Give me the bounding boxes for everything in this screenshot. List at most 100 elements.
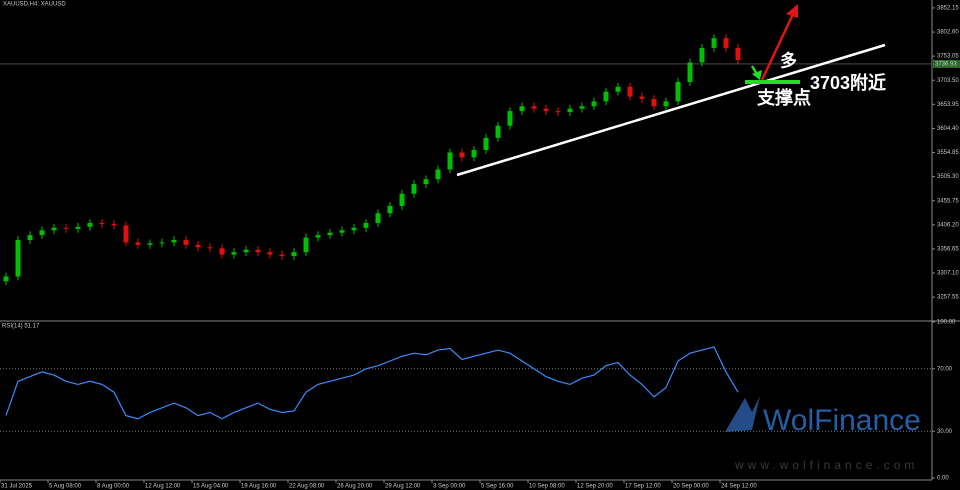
candle-body [63,227,69,229]
candle-body [603,91,609,102]
candle-body [99,222,105,224]
y-tick-label: 3257.55 [937,295,959,301]
candle-body [3,276,9,282]
candle-body [687,62,693,82]
candle-body [399,193,405,206]
candle-body [195,244,201,248]
y-tick-label: 3505.30 [937,174,959,180]
candle-body [579,106,585,109]
candle-body [327,232,333,236]
y-tick-label: 0.00 [937,476,949,482]
candle-body [627,86,633,97]
watermark-logo [725,396,760,432]
candle-body [147,243,153,245]
x-tick-label: 5 Aug 08:00 [49,484,82,490]
candle-body [171,240,177,243]
trend-line [456,43,886,177]
candle-body [27,235,33,240]
candle-body [111,223,117,226]
candle-body [411,184,417,194]
candle-body [543,108,549,112]
candle-body [339,230,345,233]
y-tick-label: 100.00 [937,320,956,326]
y-tick-label: 3307.10 [937,271,959,277]
x-tick-label: 3 Sep 00:00 [433,484,466,490]
watermark-url: www.wolfinance.com [734,458,918,472]
x-tick-label: 17 Sep 12:00 [625,484,661,490]
rsi-line [5,346,739,420]
y-tick-label: 3653.95 [937,102,959,108]
candle-body [459,152,465,158]
x-tick-label: 10 Sep 08:00 [529,484,565,490]
y-tick-label: 30.00 [937,429,953,435]
x-tick-label: 12 Sep 20:00 [577,484,613,490]
candle-body [183,240,189,245]
x-tick-label: 24 Sep 12:00 [721,484,757,490]
annotation-long: 多 [780,50,797,70]
candle-body [75,226,81,229]
candle-body [375,213,381,223]
y-tick-label: 3356.65 [937,247,959,253]
plot: 3852.15 3802.60 3753.05 3703.50 3653.95 3604.… [0,6,960,490]
candle-body [675,81,681,102]
candle-body [255,249,261,253]
rsi-title: RSI(14) 51.17 [2,324,40,330]
x-tick-label: 8 Aug 00:00 [97,484,130,490]
candle-body [291,252,297,257]
candle-body [267,252,273,255]
candle-body [351,227,357,231]
x-tick-label: 12 Aug 12:00 [145,484,181,490]
candle-body [231,252,237,255]
candle-body [663,101,669,107]
candle-body [363,222,369,228]
candle-body [651,98,657,107]
candle-body [435,169,441,180]
candle-body [303,237,309,253]
candle-body [735,47,741,61]
candle-body [135,242,141,245]
candle-body [495,125,501,138]
x-tick-label: 15 Aug 04:00 [193,484,229,490]
candle-body [591,101,597,107]
candle-body [699,47,705,63]
candle-body [159,242,165,244]
candle-body [507,111,513,126]
candle-body [387,205,393,214]
last-price-label: 3736.93 [935,62,957,68]
candle-body [447,152,453,170]
x-tick-label: 5 Sep 16:00 [481,484,514,490]
y-tick-label: 3455.75 [937,198,959,204]
candle-body [639,96,645,99]
candle-body [711,38,717,48]
candle-body [555,111,561,113]
x-tick-label: 29 Aug 12:00 [385,484,421,490]
x-tick-label: 22 Aug 08:00 [289,484,325,490]
candle-body [243,249,249,253]
candle-body [483,137,489,151]
candle-body [207,247,213,249]
chart-title: XAUUSD,H4: XAUUSD [3,2,66,8]
x-tick-label: 19 Aug 16:00 [241,484,277,490]
up-arrow-head [786,4,798,18]
x-tick-label: 31 Jul 2025 [1,484,33,490]
candle-body [531,106,537,109]
candle-body [723,38,729,48]
candle-body [87,222,93,227]
x-tick-label: 26 Aug 20:00 [337,484,373,490]
up-arrow [760,11,796,81]
candle-body [51,227,57,231]
candle-body [123,225,129,243]
y-tick-label: 70.00 [937,366,953,372]
y-tick-label: 3604.40 [937,126,959,132]
annotation-level: 3703附近 [810,72,886,93]
annotation-support: 支撑点 [756,87,811,108]
y-tick-label: 3753.05 [937,54,959,60]
watermark-brand: WolFinance [763,404,921,437]
y-tick-label: 3406.20 [937,222,959,228]
drawings: 多 3703附近 支撑点 [456,4,886,177]
candle-body [519,106,525,112]
candle-body [279,254,285,257]
y-tick-label: 3852.15 [937,6,959,12]
